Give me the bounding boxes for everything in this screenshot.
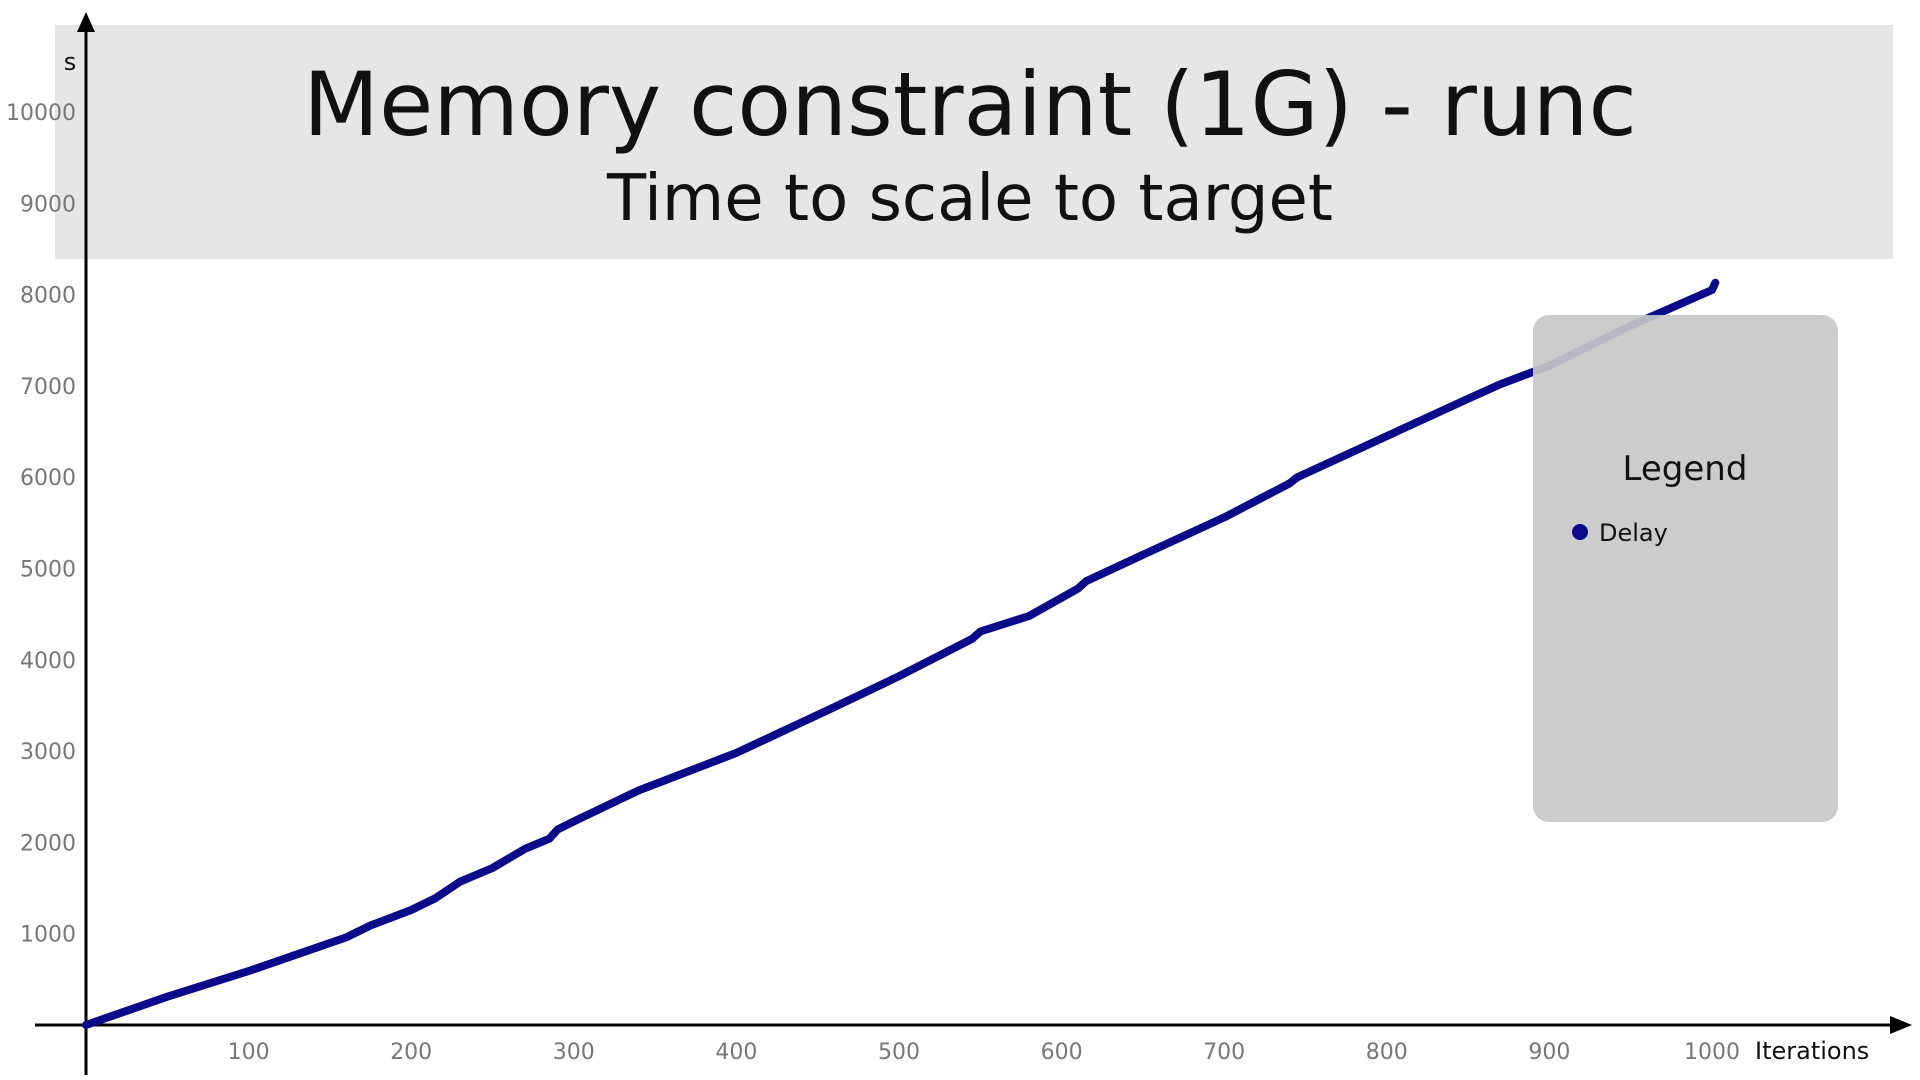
x-tick-label: 300	[553, 1040, 595, 1065]
y-axis-label: s	[64, 48, 77, 76]
y-tick-label: 3000	[20, 740, 76, 765]
y-tick-label: 10000	[6, 101, 76, 126]
x-tick-label: 100	[228, 1040, 270, 1065]
y-tick-label: 8000	[20, 284, 76, 309]
title-banner	[55, 25, 1893, 259]
chart-title: Memory constraint (1G) - runc	[303, 53, 1637, 156]
x-tick-label: 1000	[1684, 1040, 1740, 1065]
x-tick-label: 400	[715, 1040, 757, 1065]
x-tick-label: 600	[1041, 1040, 1083, 1065]
legend: Legend Delay	[1533, 315, 1838, 822]
x-tick-label: 900	[1528, 1040, 1570, 1065]
y-tick-label: 1000	[20, 923, 76, 948]
x-axis-arrow-icon	[1890, 1016, 1912, 1034]
axes	[35, 12, 1912, 1075]
x-tick-label: 200	[390, 1040, 432, 1065]
y-tick-label: 4000	[20, 649, 76, 674]
y-tick-label: 6000	[20, 466, 76, 491]
legend-title: Legend	[1623, 449, 1748, 489]
y-tick-label: 7000	[20, 375, 76, 400]
y-tick-label: 5000	[20, 558, 76, 583]
y-axis-arrow-icon	[77, 12, 95, 32]
legend-box	[1533, 315, 1838, 822]
series-line-delay	[82, 278, 1720, 1029]
y-ticks: 1000 2000 3000 4000 5000 6000 7000 8000 9000 1000…	[6, 101, 76, 948]
x-axis-label: Iterations	[1755, 1037, 1869, 1065]
y-tick-label: 9000	[20, 192, 76, 217]
x-tick-label: 500	[878, 1040, 920, 1065]
x-tick-label: 700	[1203, 1040, 1245, 1065]
legend-entry-delay: Delay	[1599, 519, 1668, 547]
y-tick-label: 2000	[20, 831, 76, 856]
chart-subtitle: Time to scale to target	[606, 162, 1333, 236]
x-tick-label: 800	[1366, 1040, 1408, 1065]
x-ticks: 100 200 300 400 500 600 700 800 900 1000	[228, 1040, 1740, 1065]
legend-swatch-delay	[1572, 524, 1588, 540]
series-layer	[82, 278, 1720, 1029]
